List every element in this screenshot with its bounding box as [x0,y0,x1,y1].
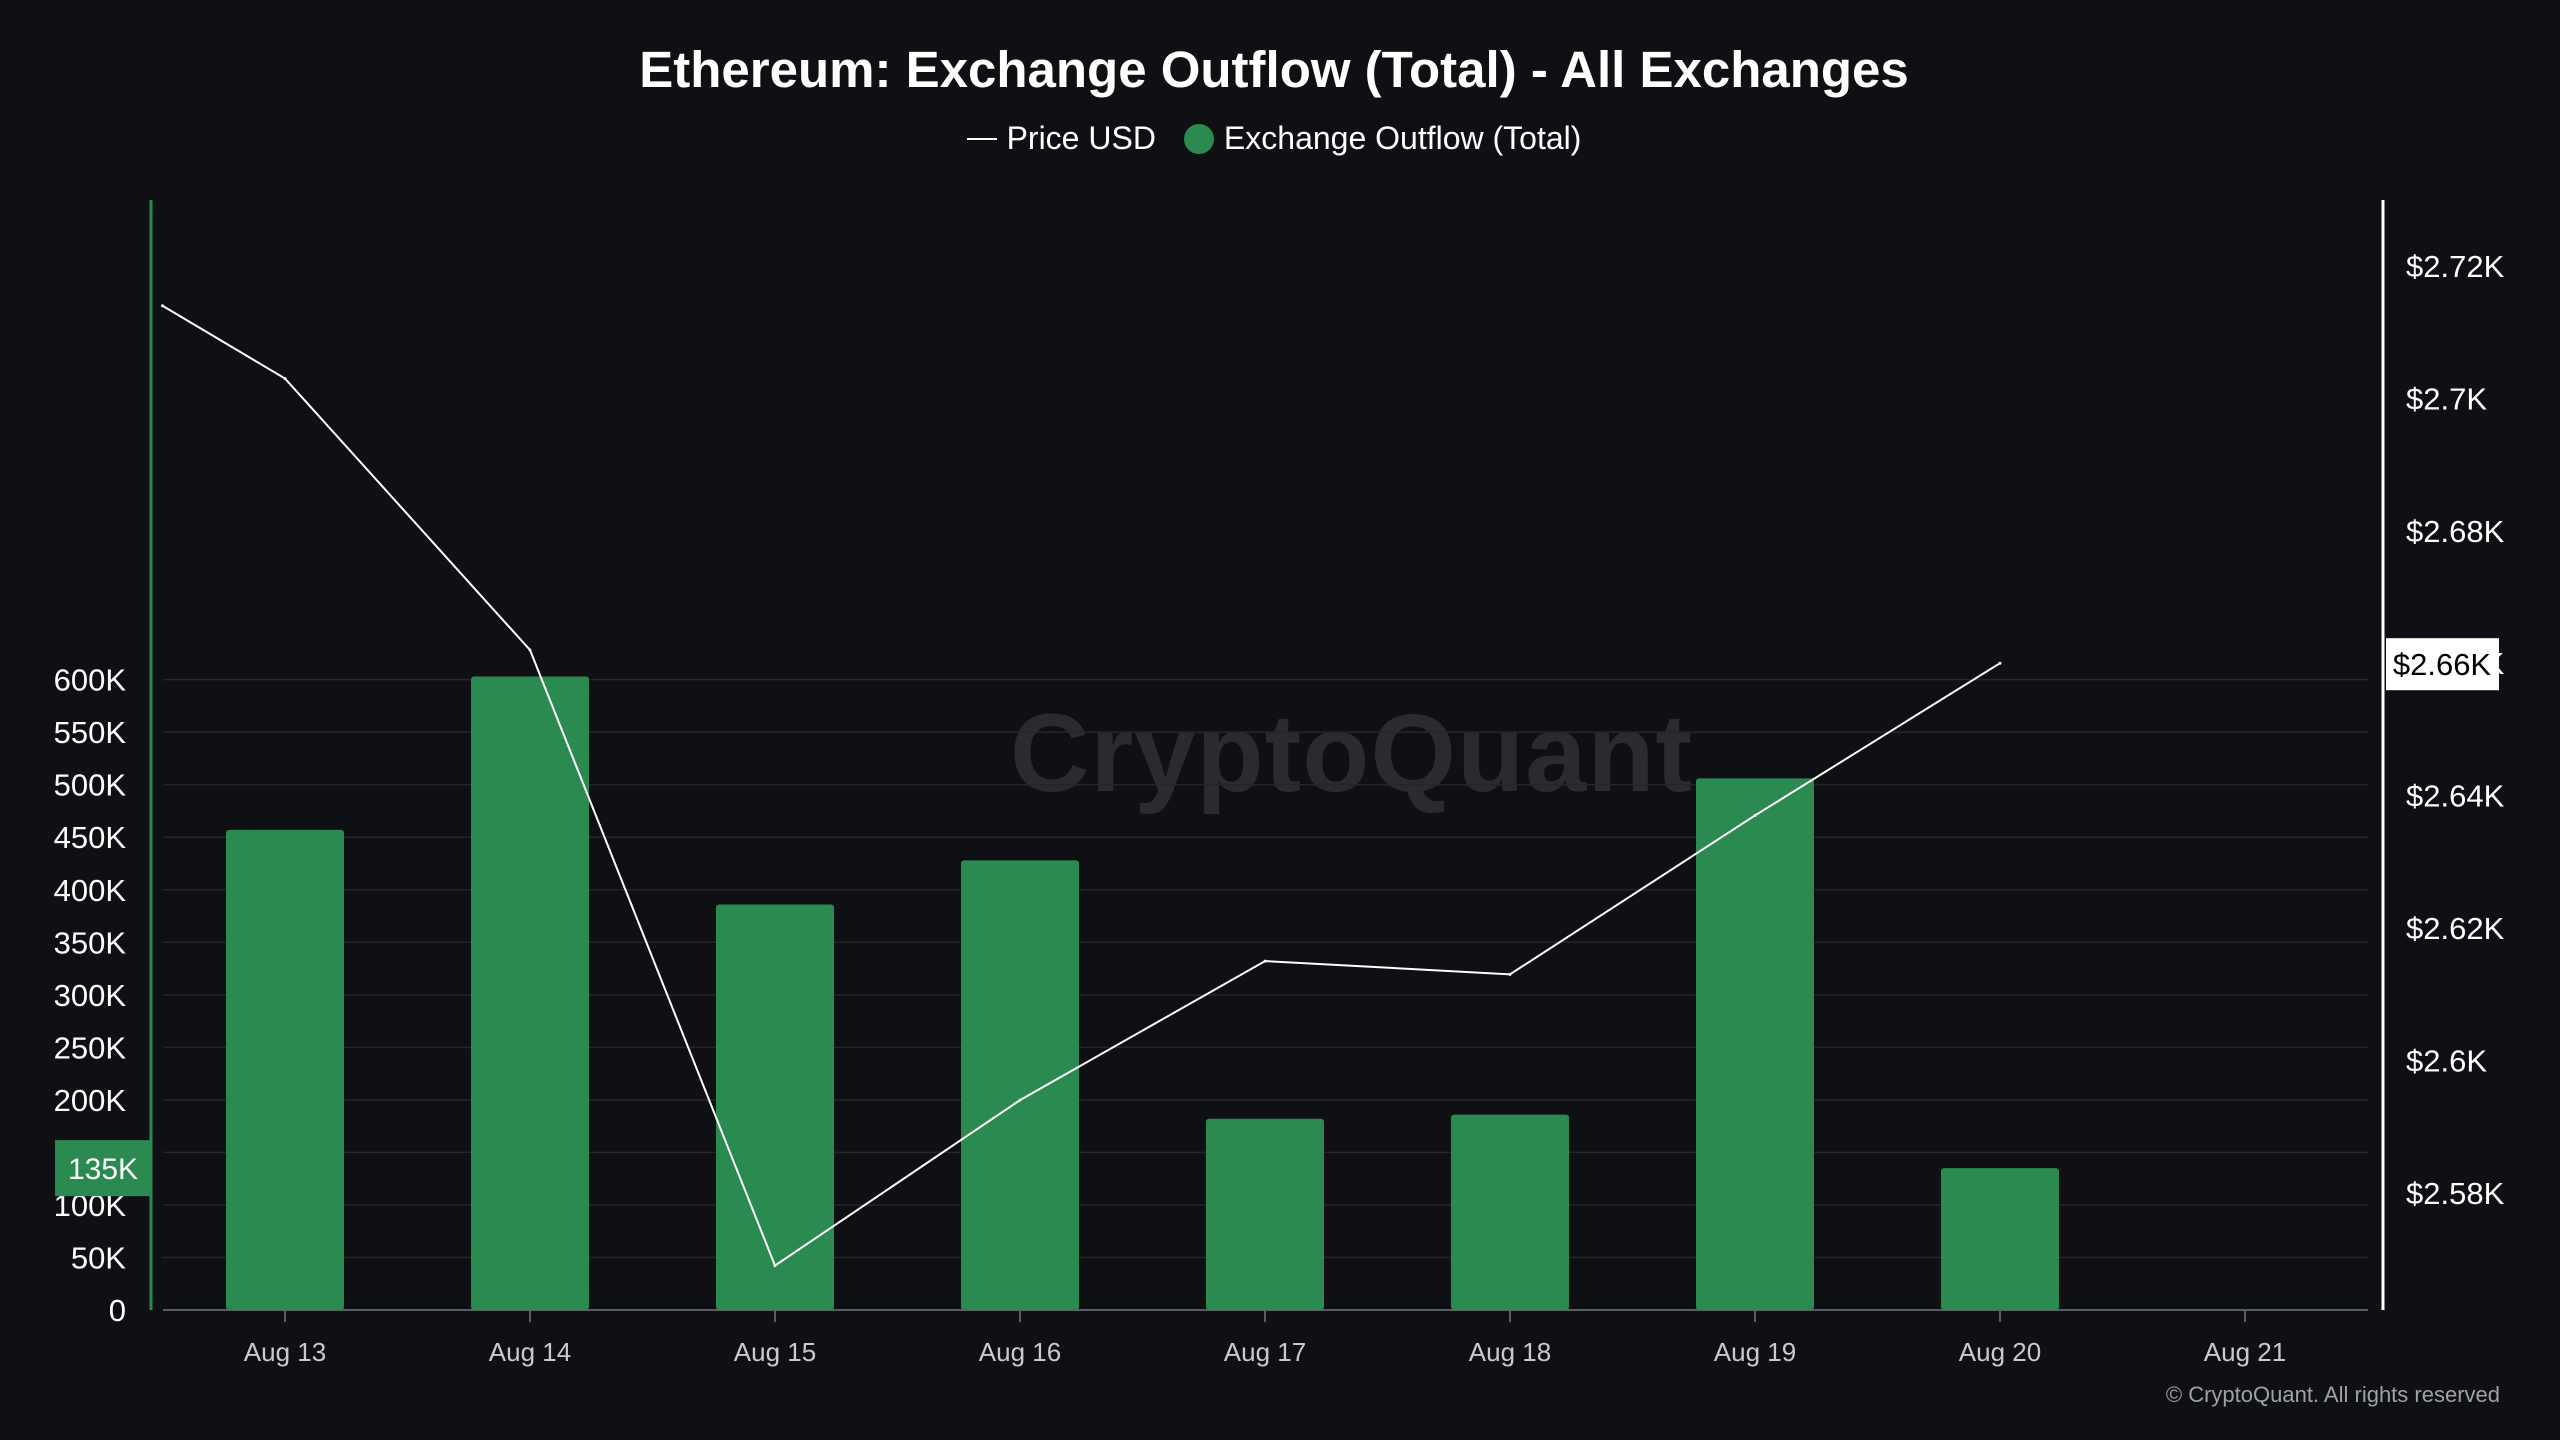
left-tick-label: 400K [54,873,127,908]
legend-outflow-label: Exchange Outflow (Total) [1223,120,1582,156]
last-value-label-right: $2.66K [2393,647,2492,682]
chart-title: Ethereum: Exchange Outflow (Total) - All… [639,41,1909,98]
x-tick-label: Aug 15 [734,1337,816,1367]
outflow-bar [226,829,344,1310]
right-tick-label: $2.68K [2406,514,2505,549]
legend-item-price[interactable]: Price USD [966,120,1156,157]
left-tick-label: 350K [54,925,127,960]
x-tick-label: Aug 18 [1469,1337,1551,1367]
right-tick-label: $2.58K [2406,1176,2505,1211]
right-tick-label: $2.64K [2406,779,2505,814]
left-tick-label: 600K [54,663,127,698]
outflow-bar [1206,1118,1324,1310]
price-point [283,377,287,381]
left-tick-label: 0 [109,1293,126,1328]
outflow-bar [1451,1114,1569,1310]
outflow-dot-swatch [1183,123,1214,154]
left-tick-label: 200K [54,1083,127,1118]
x-tick-label: Aug 16 [979,1337,1061,1367]
right-tick-label: $2.72K [2406,249,2505,284]
outflow-bar [961,860,1079,1310]
left-tick-label: 250K [54,1030,127,1065]
price-point [528,648,532,652]
x-tick-label: Aug 20 [1959,1337,2041,1367]
copyright-notice: © CryptoQuant. All rights reserved [2165,1382,2500,1407]
price-point [1508,972,1512,976]
left-tick-label: 300K [54,978,127,1013]
price-point [1753,813,1757,817]
left-tick-label: 550K [54,715,127,750]
right-tick-label: $2.7K [2406,381,2487,416]
price-point [773,1264,777,1268]
legend-item-outflow[interactable]: Exchange Outflow (Total) [1183,120,1582,157]
outflow-bar [1696,778,1814,1310]
x-tick-label: Aug 13 [244,1337,326,1367]
outflow-bar [1941,1168,2059,1310]
price-point [1998,661,2002,665]
price-point [1018,1098,1022,1102]
price-line-swatch [966,137,997,140]
left-tick-label: 50K [71,1240,126,1275]
last-value-badge-right [2386,638,2499,691]
outflow-bar [716,904,834,1310]
legend: Price USD Exchange Outflow (Total) [0,120,2548,157]
left-tick-label: 500K [54,768,127,803]
price-point [161,304,164,308]
right-tick-label: $2.6K [2406,1043,2487,1078]
last-value-badge-left [55,1140,151,1197]
legend-price-label: Price USD [1006,120,1156,156]
outflow-bar [471,676,589,1310]
x-tick-label: Aug 19 [1714,1337,1796,1367]
x-tick-label: Aug 14 [489,1337,571,1367]
right-tick-label: $2.62K [2406,911,2505,946]
x-tick-label: Aug 21 [2204,1337,2286,1367]
x-tick-label: Aug 17 [1224,1337,1306,1367]
last-value-label-left: 135K [68,1153,138,1186]
watermark: CryptoQuant [1010,692,1694,815]
left-tick-label: 450K [54,820,127,855]
price-point [1263,959,1267,963]
